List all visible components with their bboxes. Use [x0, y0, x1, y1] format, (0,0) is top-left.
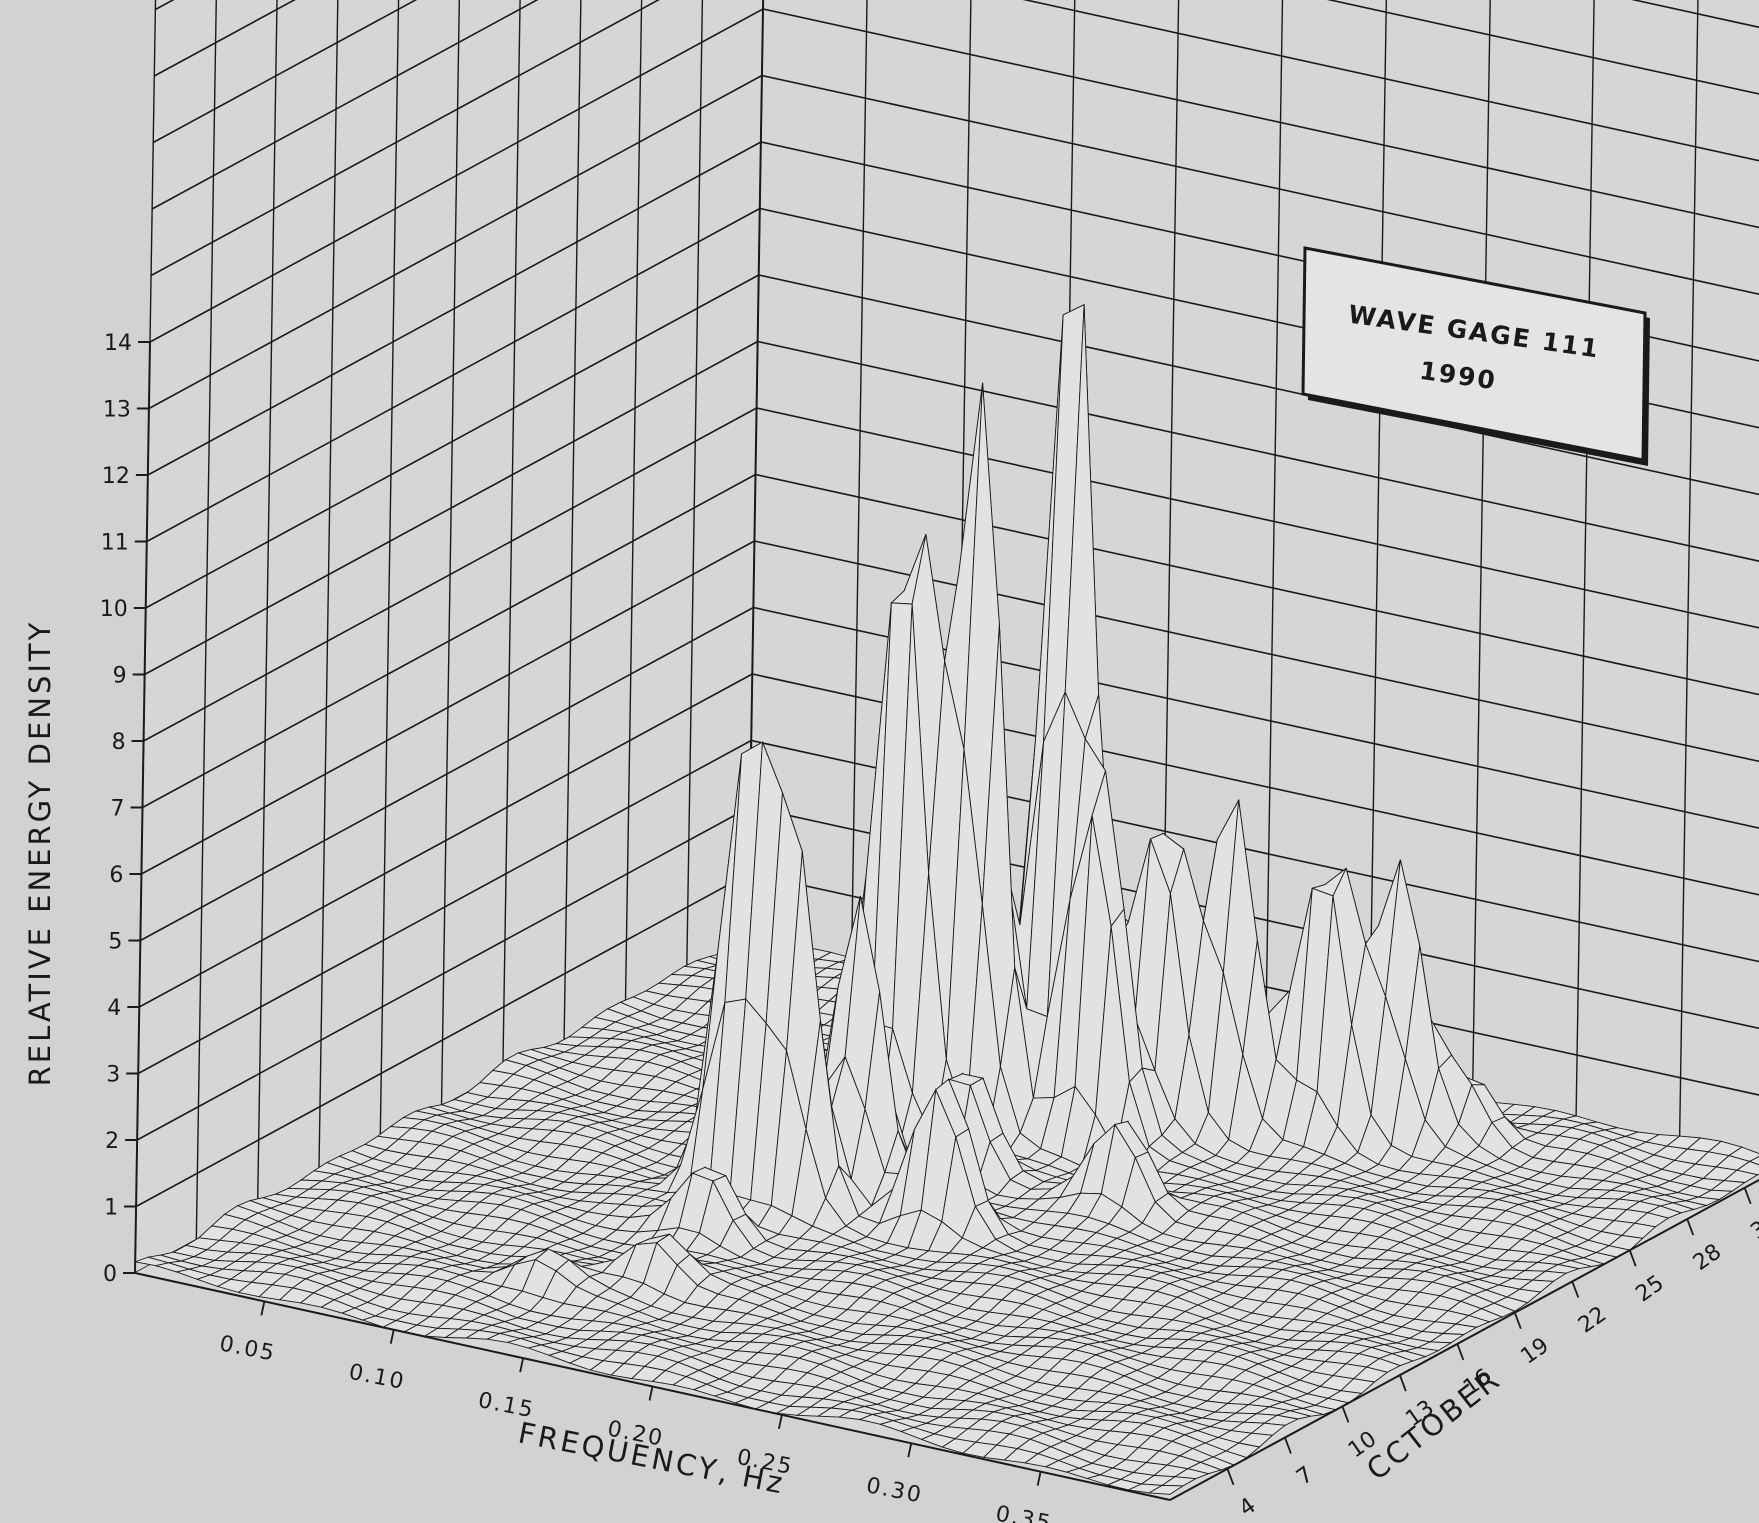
annotation-box-frame: [1301, 246, 1647, 462]
wall-gridline-z: [150, 0, 1759, 277]
date-tick-mark: [1399, 1374, 1407, 1392]
wall-gridline-z: [152, 0, 1759, 144]
z-tick-label: 8: [112, 730, 126, 755]
z-tick-label: 11: [101, 531, 129, 556]
wall-gridline-day: [563, 0, 582, 1040]
freq-tick-mark: [260, 1301, 266, 1316]
surface-strip: [530, 534, 1581, 1274]
z-tick-label: 4: [107, 996, 121, 1021]
z-tick-label: 9: [113, 664, 127, 689]
date-tick-mark: [1686, 1218, 1695, 1236]
y-axis-title: RELATIVE ENERGY DENSITY: [23, 620, 57, 1087]
date-tick-mark: [1226, 1468, 1235, 1486]
wall-gridline-day: [502, 0, 521, 1074]
freq-tick-mark: [1036, 1471, 1042, 1486]
freq-tick-mark: [389, 1329, 395, 1344]
surface-strip: [325, 1155, 1376, 1394]
z-tick-label: 6: [109, 863, 123, 888]
z-tick-label: 7: [111, 797, 125, 822]
z-tick-label: 10: [100, 597, 128, 622]
z-tick-label: 1: [104, 1196, 118, 1221]
surface-strip: [133, 1256, 1185, 1495]
wall-corner-line: [747, 0, 765, 941]
date-tick-mark: [1456, 1343, 1465, 1361]
date-tick-mark: [1628, 1249, 1637, 1267]
surface-cell: [1147, 1484, 1185, 1495]
wall-gridline-freq: [850, 0, 868, 963]
surface-cell: [1748, 1156, 1759, 1166]
surface-strip: [273, 1187, 1324, 1417]
freq-tick-mark: [519, 1357, 525, 1373]
wall-gridline-day: [379, 0, 400, 1140]
date-tick-mark: [1284, 1437, 1292, 1454]
z-tick-label: 2: [105, 1129, 119, 1154]
wall-gridline-day: [195, 0, 217, 1240]
date-tick-mark: [1513, 1312, 1522, 1330]
surface-strip: [376, 997, 1428, 1362]
wall-gridline-day: [256, 0, 278, 1207]
z-tick-label: 3: [106, 1063, 120, 1088]
surface-strip: [197, 1225, 1248, 1466]
z-tick-label: 0: [103, 1262, 117, 1287]
z-tick-label: 12: [102, 464, 130, 489]
wall-gridline-z: [151, 0, 1759, 210]
z-tick-label: 13: [103, 398, 131, 423]
wall-gridline-day: [686, 0, 704, 974]
wall-gridline-day: [624, 0, 643, 1007]
z-tick-label: 14: [104, 331, 132, 356]
surface-strip: [223, 1205, 1274, 1448]
energy-surface: [133, 303, 1759, 1495]
freq-tick-mark: [777, 1414, 783, 1430]
date-tick-mark: [1571, 1281, 1580, 1298]
surface-strip: [147, 1254, 1198, 1487]
z-tick-label: 5: [108, 930, 122, 955]
date-tick-mark: [1341, 1406, 1350, 1423]
wall-gridline-day: [318, 0, 339, 1174]
freq-tick-mark: [648, 1386, 654, 1401]
wall-gridline-freq: [1678, 0, 1699, 1145]
annotation-box: WAVE GAGE 111 1990: [1301, 246, 1650, 466]
wall-gridline-freq: [1161, 0, 1180, 1031]
surface-strip: [236, 1200, 1287, 1436]
wall-gridline-freq: [1264, 0, 1284, 1054]
date-tick-mark: [1743, 1187, 1752, 1205]
wall-gridline-day: [440, 0, 461, 1107]
date-axis-line: [1169, 1178, 1759, 1501]
freq-tick-mark: [907, 1443, 913, 1458]
